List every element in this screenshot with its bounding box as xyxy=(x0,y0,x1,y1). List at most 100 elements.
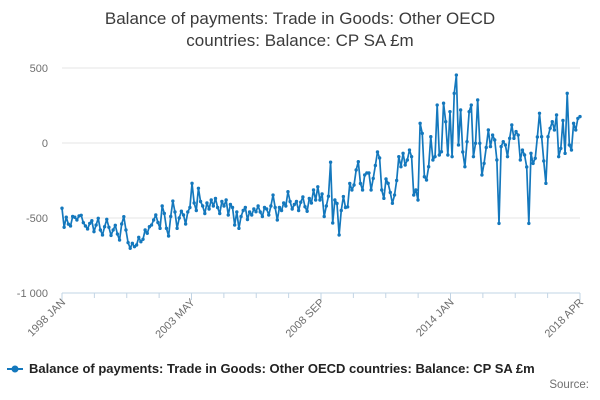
data-point[interactable] xyxy=(559,146,563,151)
data-point[interactable] xyxy=(196,186,201,190)
data-point[interactable] xyxy=(137,235,141,240)
data-point[interactable] xyxy=(556,154,561,159)
data-point[interactable] xyxy=(377,156,382,160)
data-point[interactable] xyxy=(188,205,192,210)
data-point[interactable] xyxy=(384,177,388,181)
data-point[interactable] xyxy=(117,238,122,242)
data-point[interactable] xyxy=(311,188,316,192)
data-point[interactable] xyxy=(382,196,386,201)
data-point[interactable] xyxy=(441,101,446,105)
data-point[interactable] xyxy=(461,150,465,154)
data-point[interactable] xyxy=(333,198,337,202)
data-point[interactable] xyxy=(326,194,331,198)
data-point[interactable] xyxy=(380,188,384,192)
data-point[interactable] xyxy=(228,202,233,207)
data-point[interactable] xyxy=(456,143,461,147)
data-point[interactable] xyxy=(542,159,546,163)
data-point[interactable] xyxy=(324,204,329,208)
data-point[interactable] xyxy=(499,144,503,149)
data-point[interactable] xyxy=(75,218,79,222)
data-point[interactable] xyxy=(550,120,554,124)
data-point[interactable] xyxy=(495,158,499,162)
data-point[interactable] xyxy=(426,165,431,169)
data-point[interactable] xyxy=(369,188,373,192)
data-point[interactable] xyxy=(465,139,469,144)
data-point[interactable] xyxy=(203,211,207,216)
data-point[interactable] xyxy=(245,217,250,222)
data-point[interactable] xyxy=(482,161,486,166)
data-point[interactable] xyxy=(497,221,501,226)
data-point[interactable] xyxy=(81,220,86,225)
data-point[interactable] xyxy=(211,204,216,208)
data-point[interactable] xyxy=(92,229,96,234)
data-point[interactable] xyxy=(529,151,533,156)
data-point[interactable] xyxy=(88,221,92,226)
data-point[interactable] xyxy=(458,108,463,112)
data-point[interactable] xyxy=(403,163,407,167)
data-point[interactable] xyxy=(109,233,113,238)
data-point[interactable] xyxy=(544,181,548,186)
data-point[interactable] xyxy=(241,208,245,213)
data-point[interactable] xyxy=(452,91,456,96)
data-point[interactable] xyxy=(518,158,523,162)
data-point[interactable] xyxy=(102,225,107,229)
data-point[interactable] xyxy=(520,148,525,152)
data-point[interactable] xyxy=(373,163,378,168)
data-point[interactable] xyxy=(345,205,350,209)
data-point[interactable] xyxy=(79,213,83,217)
data-point[interactable] xyxy=(164,226,169,231)
data-point[interactable] xyxy=(275,218,279,222)
data-point[interactable] xyxy=(480,173,484,177)
data-point[interactable] xyxy=(107,225,111,229)
data-point[interactable] xyxy=(554,113,559,117)
data-point[interactable] xyxy=(224,198,228,202)
data-point[interactable] xyxy=(420,131,424,136)
data-point[interactable] xyxy=(405,158,410,162)
data-point[interactable] xyxy=(450,154,454,159)
data-point[interactable] xyxy=(488,144,493,149)
data-point[interactable] xyxy=(279,208,284,213)
data-point[interactable] xyxy=(292,202,297,207)
data-point[interactable] xyxy=(386,181,390,186)
data-point[interactable] xyxy=(424,178,429,182)
data-point[interactable] xyxy=(433,154,437,159)
data-point[interactable] xyxy=(166,234,171,238)
data-point[interactable] xyxy=(510,123,514,127)
data-point[interactable] xyxy=(512,136,516,141)
data-point[interactable] xyxy=(62,225,66,229)
data-point[interactable] xyxy=(388,190,392,195)
data-point[interactable] xyxy=(548,126,552,130)
data-point[interactable] xyxy=(282,201,286,205)
data-point[interactable] xyxy=(267,213,271,217)
data-point[interactable] xyxy=(516,133,520,137)
data-point[interactable] xyxy=(169,214,173,219)
data-point[interactable] xyxy=(183,222,188,226)
data-point[interactable] xyxy=(473,141,478,145)
data-point[interactable] xyxy=(531,161,535,166)
data-point[interactable] xyxy=(418,121,422,126)
data-point[interactable] xyxy=(115,232,120,236)
data-point[interactable] xyxy=(437,153,442,157)
data-point[interactable] xyxy=(525,165,529,169)
data-point[interactable] xyxy=(60,206,64,210)
data-point[interactable] xyxy=(230,205,235,210)
data-point[interactable] xyxy=(190,181,194,186)
data-point[interactable] xyxy=(469,103,473,107)
data-point[interactable] xyxy=(124,228,128,232)
data-point[interactable] xyxy=(209,198,213,202)
data-point[interactable] xyxy=(444,120,448,124)
data-point[interactable] xyxy=(356,160,360,164)
data-point[interactable] xyxy=(537,111,542,116)
data-point[interactable] xyxy=(205,201,209,205)
data-point[interactable] xyxy=(181,213,186,217)
data-point[interactable] xyxy=(288,199,292,204)
data-point[interactable] xyxy=(73,215,77,219)
data-point[interactable] xyxy=(177,216,181,220)
data-point[interactable] xyxy=(501,139,505,144)
data-point[interactable] xyxy=(226,213,230,217)
data-point[interactable] xyxy=(371,176,375,181)
data-point[interactable] xyxy=(397,154,401,159)
data-point[interactable] xyxy=(316,185,320,189)
data-point[interactable] xyxy=(567,143,572,147)
data-point[interactable] xyxy=(264,207,269,211)
